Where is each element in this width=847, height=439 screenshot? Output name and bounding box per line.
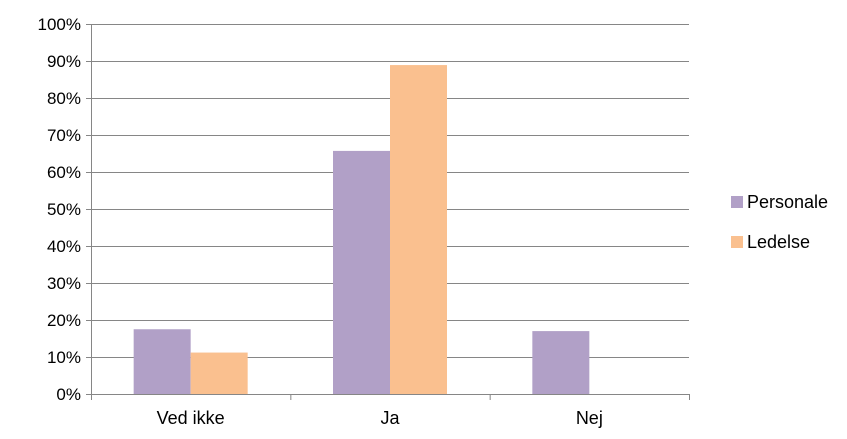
- legend-label: Personale: [747, 192, 828, 212]
- bar-personale-ved-ikke: [133, 329, 191, 394]
- y-axis-tick-labels: 0% 10% 20% 30% 40% 50% 60% 70% 80% 90% 100%: [38, 15, 81, 404]
- y-tick-label: 100%: [38, 15, 81, 34]
- y-tick-label: 60%: [47, 163, 81, 182]
- x-axis-category-labels: Ved ikke Ja Nej: [157, 408, 603, 428]
- y-tick-label: 20%: [47, 311, 81, 330]
- y-tick-label: 90%: [47, 52, 81, 71]
- bar-personale-ja: [333, 150, 390, 394]
- x-category-label: Nej: [576, 408, 603, 428]
- y-tick-label: 50%: [47, 200, 81, 219]
- legend-swatch: [731, 236, 743, 248]
- bar-ledelse-ja: [390, 65, 447, 394]
- y-tick-label: 0%: [56, 385, 81, 404]
- y-tick-label: 10%: [47, 348, 81, 367]
- legend-label: Ledelse: [747, 232, 810, 252]
- bar-personale-nej: [532, 331, 590, 394]
- y-tick-label: 80%: [47, 89, 81, 108]
- bars: [133, 65, 590, 394]
- bar-ledelse-ved-ikke: [190, 352, 248, 394]
- x-category-label: Ved ikke: [157, 408, 225, 428]
- axes: [86, 24, 690, 400]
- y-tick-label: 70%: [47, 126, 81, 145]
- legend: Personale Ledelse: [731, 192, 828, 252]
- y-tick-label: 40%: [47, 237, 81, 256]
- legend-swatch: [731, 196, 743, 208]
- y-tick-label: 30%: [47, 274, 81, 293]
- x-category-label: Ja: [380, 408, 400, 428]
